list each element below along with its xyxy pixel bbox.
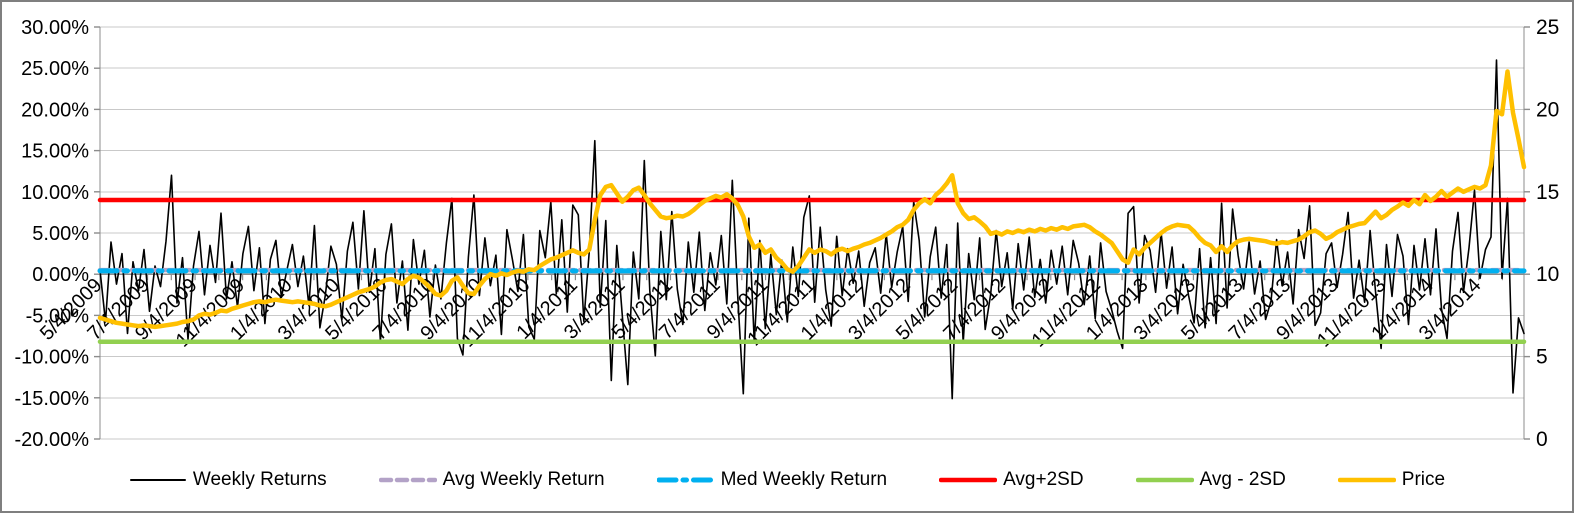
legend-item-med-weekly-return[interactable]: Med Weekly Return (656, 469, 888, 491)
legend-label: Price (1401, 469, 1446, 490)
legend-line-sample (1135, 477, 1194, 483)
legend-item-avg-2sd[interactable]: Avg - 2SD (1135, 469, 1286, 491)
left-axis-tick-label: -5.00% (26, 305, 90, 327)
legend-line-sample (939, 477, 998, 483)
legend-item-avg-weekly-return[interactable]: Avg Weekly Return (378, 469, 605, 491)
left-axis-tick-label: 5.00% (32, 223, 89, 245)
legend-line-sample (1337, 477, 1396, 483)
left-axis-tick-label: -15.00% (15, 388, 90, 410)
legend-label: Avg - 2SD (1199, 469, 1286, 490)
left-axis-tick-label: 15.00% (21, 141, 89, 163)
legend-item-avg-2sd[interactable]: Avg+2SD (939, 469, 1084, 491)
legend-line-sample (656, 477, 715, 483)
legend-line-sample (378, 477, 437, 483)
legend-item-weekly-returns[interactable]: Weekly Returns (129, 469, 327, 491)
left-axis-tick-label: -20.00% (15, 429, 90, 451)
right-axis-tick-label: 0 (1536, 428, 1548, 451)
legend-item-price[interactable]: Price (1337, 469, 1446, 491)
left-axis-tick-label: 0.00% (32, 264, 89, 286)
legend-line-sample (129, 479, 186, 481)
legend-label: Med Weekly Return (720, 469, 888, 490)
legend-label: Weekly Returns (192, 469, 327, 490)
right-axis-tick-label: 20 (1536, 98, 1559, 121)
right-axis-tick-label: 5 (1536, 346, 1548, 369)
left-axis-tick-label: 10.00% (21, 182, 89, 204)
right-axis-tick-label: 15 (1536, 181, 1559, 204)
left-axis-tick-label: 20.00% (21, 99, 89, 121)
series-weekly-returns (99, 59, 1525, 400)
right-axis-tick-label: 25 (1536, 16, 1559, 39)
chart-legend: Weekly Returns Avg Weekly Return Med Weekl… (2, 458, 1572, 502)
left-axis-tick-label: 25.00% (21, 58, 89, 80)
legend-label: Avg+2SD (1003, 469, 1084, 490)
legend-label: Avg Weekly Return (442, 469, 605, 490)
left-axis-tick-label: -10.00% (15, 347, 90, 369)
left-axis-tick-label: 30.00% (21, 17, 89, 39)
series-price (97, 69, 1527, 330)
right-axis-tick-label: 10 (1536, 263, 1559, 286)
